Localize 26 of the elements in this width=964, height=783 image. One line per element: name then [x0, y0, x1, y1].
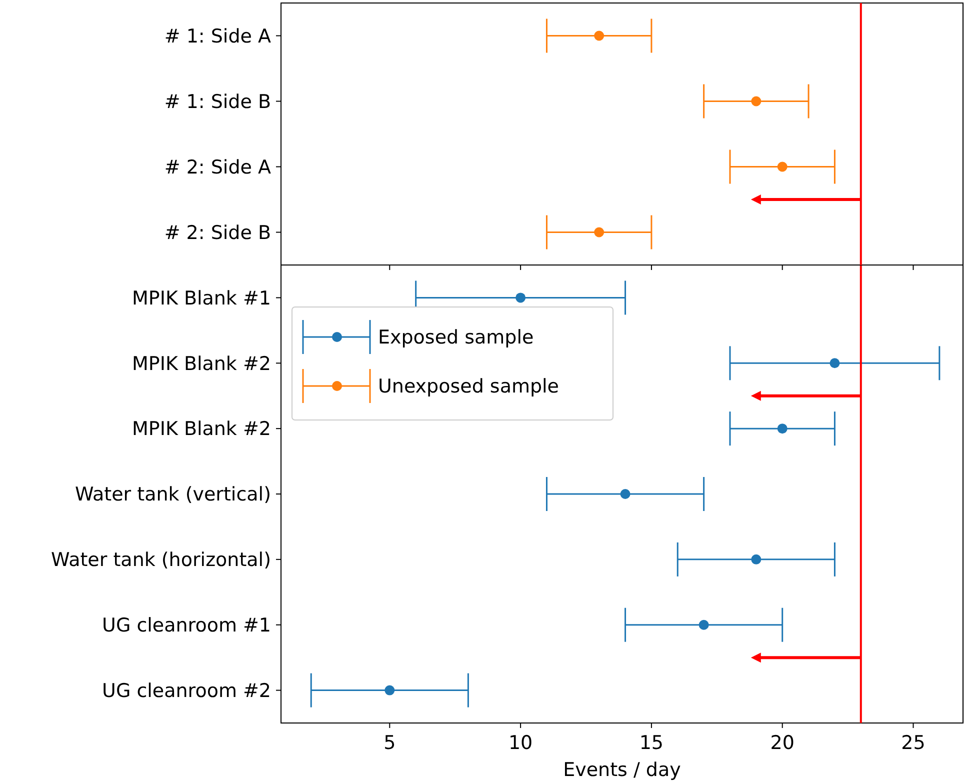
y-tick-label: # 1: Side B [164, 90, 271, 113]
y-tick-label: UG cleanroom #1 [102, 614, 271, 637]
point [751, 554, 762, 564]
y-tick-label: # 1: Side A [164, 25, 271, 48]
x-axis-title: Events / day [563, 759, 681, 781]
y-tick-label: Water tank (horizontal) [51, 549, 271, 572]
y-tick-label: MPIK Blank #1 [132, 287, 271, 310]
x-tick-label: 10 [508, 732, 533, 754]
legend-label: Unexposed sample [378, 376, 560, 398]
y-tick-label: # 2: Side A [164, 156, 271, 178]
y-tick-label: MPIK Blank #2 [132, 418, 271, 440]
point [777, 424, 788, 434]
y-tick-label: # 2: Side B [164, 222, 271, 244]
point [698, 620, 709, 630]
point [830, 358, 840, 368]
x-tick-label: 25 [901, 732, 926, 754]
point [384, 685, 395, 696]
point [620, 489, 630, 499]
y-tick-label: UG cleanroom #2 [102, 680, 271, 702]
point [516, 292, 526, 303]
y-tick-label: MPIK Blank #2 [132, 352, 271, 375]
legend-label: Exposed sample [378, 326, 534, 349]
x-tick-label: 20 [770, 732, 794, 754]
x-tick-label: 15 [639, 732, 664, 754]
y-tick-label: Water tank (vertical) [74, 484, 271, 506]
x-tick-label: 5 [384, 732, 396, 754]
